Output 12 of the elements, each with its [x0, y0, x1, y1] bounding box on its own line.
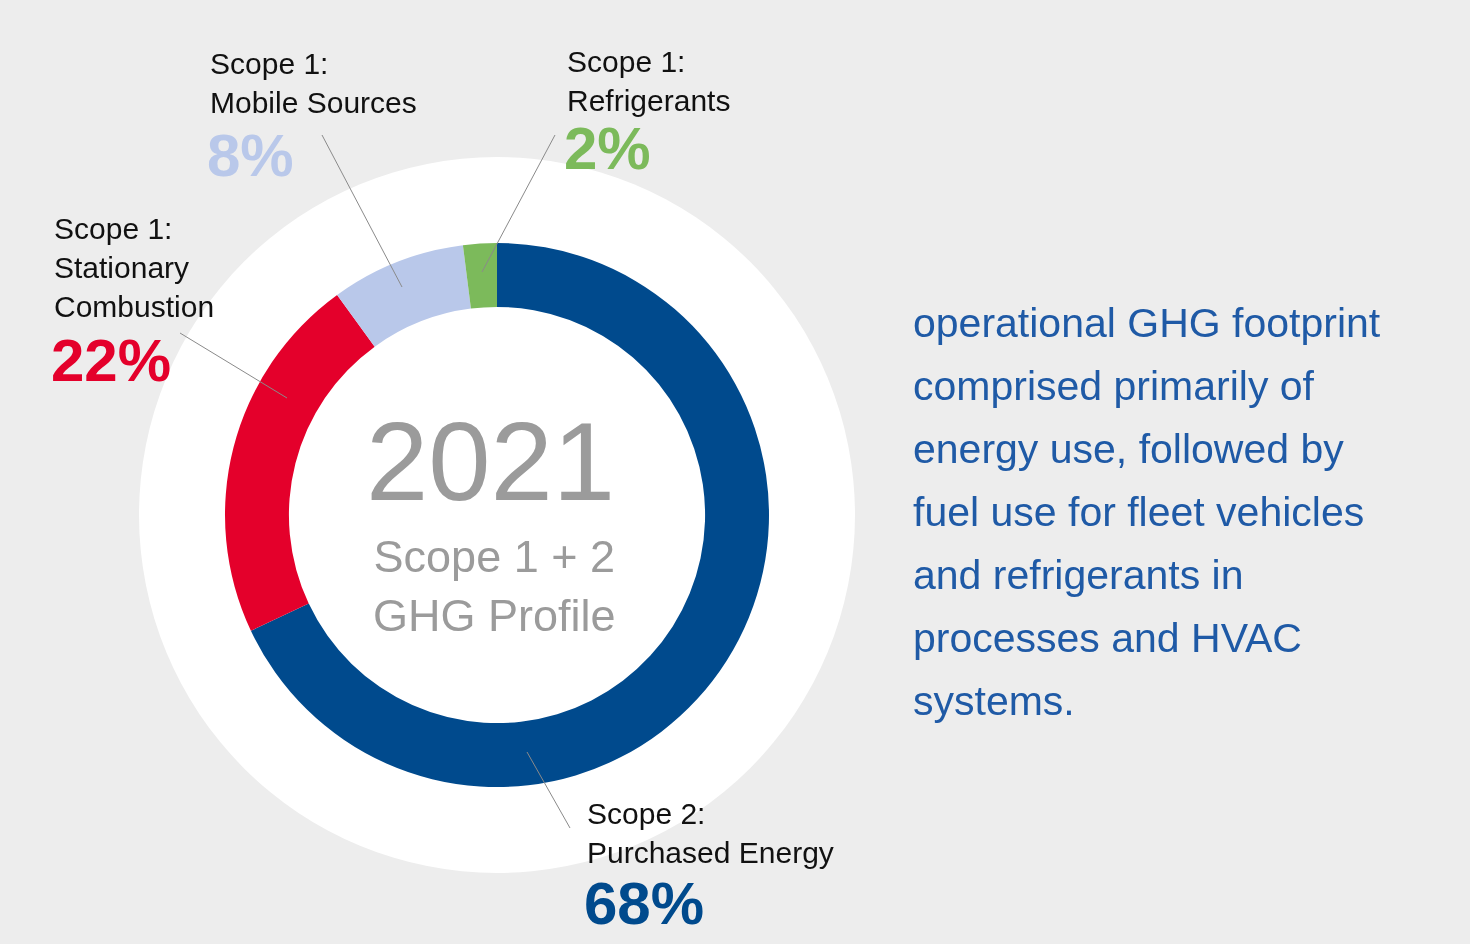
donut-slice: [250, 243, 769, 787]
slice-label: Scope 1: Stationary Combustion: [54, 212, 215, 323]
data-label: 22%: [51, 327, 172, 394]
text: 2021: [366, 399, 616, 524]
slice-label: Scope 1: Mobile Sources: [210, 47, 417, 119]
data-label: 68%: [584, 870, 705, 937]
slice-label: Scope 2: Purchased Energy: [587, 797, 834, 869]
text: Scope 1 + 2 GHG Profile: [373, 531, 616, 641]
donut-slice: [462, 243, 497, 309]
donut-slice: [337, 245, 471, 347]
slice-label: Scope 1: Refrigerants: [567, 45, 731, 117]
text: operational GHG footprint comprised primarily of energy use, followed by fuel use for fleet vehicles and refrigerants in processes and HVAC systems.: [913, 299, 1382, 726]
